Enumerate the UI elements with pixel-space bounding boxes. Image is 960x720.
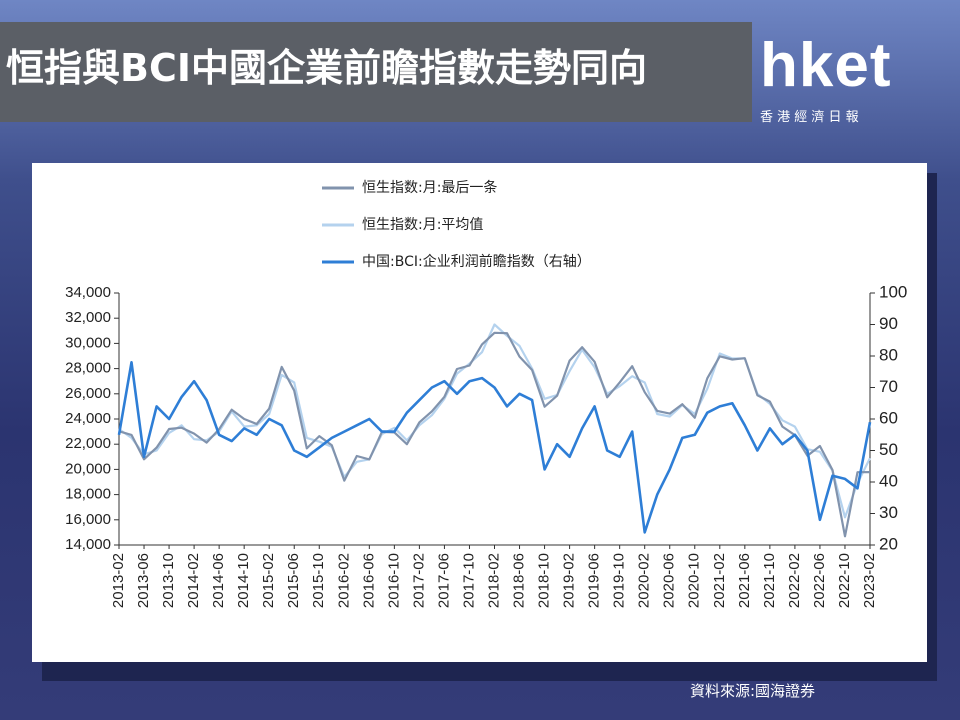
y-tick-label: 28,000 bbox=[65, 360, 111, 377]
y-tick-label: 26,000 bbox=[65, 385, 111, 402]
x-tick-label: 2020-02 bbox=[636, 553, 653, 608]
y2-tick-label: 20 bbox=[879, 534, 898, 553]
x-tick-label: 2016-06 bbox=[360, 553, 377, 608]
x-tick-label: 2015-02 bbox=[260, 553, 277, 608]
x-tick-label: 2018-02 bbox=[485, 553, 502, 608]
x-tick-label: 2014-10 bbox=[235, 553, 252, 608]
y-tick-label: 18,000 bbox=[65, 486, 111, 503]
x-tick-label: 2017-02 bbox=[410, 553, 427, 608]
x-tick-label: 2022-02 bbox=[786, 553, 803, 608]
x-tick-label: 2022-06 bbox=[811, 553, 828, 608]
x-tick-label: 2013-02 bbox=[110, 553, 127, 608]
y2-tick-label: 60 bbox=[879, 408, 898, 427]
x-tick-label: 2017-06 bbox=[435, 553, 452, 608]
y2-tick-label: 50 bbox=[879, 440, 898, 459]
x-tick-label: 2021-02 bbox=[711, 553, 728, 608]
logo-subtitle: 香 港 經 濟 日 報 bbox=[760, 110, 859, 125]
y-tick-label: 20,000 bbox=[65, 460, 111, 477]
y-tick-label: 14,000 bbox=[65, 536, 111, 553]
x-tick-label: 2021-06 bbox=[736, 553, 753, 608]
x-tick-label: 2015-06 bbox=[285, 553, 302, 608]
y2-tick-label: 90 bbox=[879, 314, 898, 333]
series-line bbox=[118, 331, 871, 538]
x-tick-label: 2016-10 bbox=[385, 553, 402, 608]
x-tick-label: 2018-06 bbox=[511, 553, 528, 608]
x-tick-label: 2015-10 bbox=[310, 553, 327, 608]
y2-tick-label: 100 bbox=[879, 282, 907, 301]
chart: 14,000 16,000 18,000 20,000 22,000 24,000 26,0… bbox=[32, 163, 927, 662]
x-tick-label: 2016-02 bbox=[335, 553, 352, 608]
logo: hket bbox=[760, 31, 892, 100]
y-tick-label: 24,000 bbox=[65, 410, 111, 427]
y2-tick-label: 40 bbox=[879, 471, 898, 490]
y-tick-label: 34,000 bbox=[65, 284, 111, 301]
series-line bbox=[117, 361, 872, 534]
y-tick-label: 16,000 bbox=[65, 511, 111, 528]
x-tick-label: 2021-10 bbox=[761, 553, 778, 608]
y2-tick-label: 80 bbox=[879, 345, 898, 364]
x-tick-label: 2022-10 bbox=[836, 553, 853, 608]
legend-label: 中国:BCI:企业利润前瞻指数（右轴） bbox=[362, 253, 591, 270]
y-tick-label: 32,000 bbox=[65, 309, 111, 326]
x-tick-label: 2013-06 bbox=[135, 553, 152, 608]
y-tick-label: 22,000 bbox=[65, 435, 111, 452]
x-tick-label: 2019-10 bbox=[611, 553, 628, 608]
x-tick-label: 2020-10 bbox=[686, 553, 703, 608]
x-tick-label: 2023-02 bbox=[861, 553, 878, 608]
x-tick-label: 2020-06 bbox=[661, 553, 678, 608]
y2-tick-label: 30 bbox=[879, 503, 898, 522]
x-tick-label: 2019-02 bbox=[561, 553, 578, 608]
x-tick-label: 2017-10 bbox=[460, 553, 477, 608]
x-tick-label: 2019-06 bbox=[586, 553, 603, 608]
y-tick-label: 30,000 bbox=[65, 334, 111, 351]
x-tick-label: 2013-10 bbox=[160, 553, 177, 608]
title-banner: 恒指與BCI中國企業前瞻指數走勢同向 bbox=[0, 22, 752, 122]
legend-label: 恒生指数:月:最后一条 bbox=[362, 179, 497, 196]
legend-label: 恒生指数:月:平均值 bbox=[362, 217, 483, 233]
x-tick-label: 2018-10 bbox=[536, 553, 553, 608]
y2-tick-label: 70 bbox=[879, 377, 898, 396]
x-tick-label: 2014-06 bbox=[210, 553, 227, 608]
x-tick-label: 2014-02 bbox=[185, 553, 202, 608]
source: 資料來源:國海證券 bbox=[690, 682, 816, 700]
